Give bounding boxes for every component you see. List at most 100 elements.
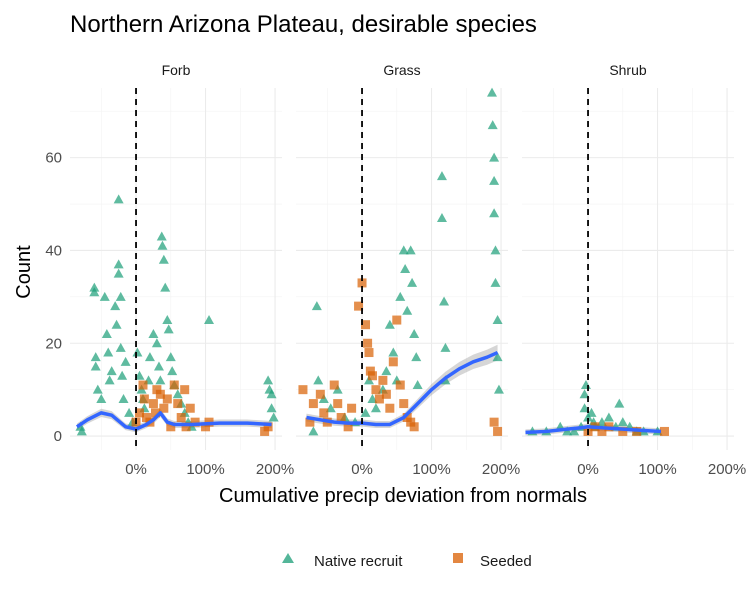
point-native-recruit xyxy=(381,366,392,376)
legend-key-seeded xyxy=(453,553,463,563)
x-tick-label: 200% xyxy=(256,461,294,478)
point-native-recruit xyxy=(388,347,399,357)
point-seeded xyxy=(260,426,270,436)
facet-label-grass: Grass xyxy=(383,62,420,78)
point-native-recruit xyxy=(104,375,115,385)
point-seeded xyxy=(343,422,353,432)
point-native-recruit xyxy=(96,393,107,403)
point-native-recruit xyxy=(120,356,131,366)
point-native-recruit xyxy=(92,384,103,394)
point-seeded xyxy=(329,380,339,390)
point-native-recruit xyxy=(360,407,371,417)
point-seeded xyxy=(361,320,371,330)
point-native-recruit xyxy=(157,240,168,250)
point-native-recruit xyxy=(440,342,451,352)
point-native-recruit xyxy=(489,175,500,185)
point-native-recruit xyxy=(405,245,416,255)
point-seeded xyxy=(597,426,607,436)
y-tick-label: 0 xyxy=(54,428,62,445)
y-tick-label: 40 xyxy=(45,242,62,259)
point-seeded xyxy=(148,399,158,409)
point-seeded xyxy=(166,422,176,432)
point-seeded xyxy=(180,385,190,395)
point-native-recruit xyxy=(266,389,277,399)
point-native-recruit xyxy=(409,328,420,338)
point-native-recruit xyxy=(583,412,594,422)
point-seeded xyxy=(176,413,186,423)
point-native-recruit xyxy=(115,291,126,301)
point-seeded xyxy=(354,301,364,311)
point-native-recruit xyxy=(398,245,409,255)
point-native-recruit xyxy=(113,259,124,269)
point-native-recruit xyxy=(204,315,215,325)
point-seeded xyxy=(409,422,419,432)
point-native-recruit xyxy=(569,426,580,436)
facet-forb: Forb 0% 100% 200% xyxy=(70,62,294,478)
point-native-recruit xyxy=(162,315,173,325)
point-native-recruit xyxy=(439,296,450,306)
x-tick-label: 0% xyxy=(577,461,599,478)
point-seeded xyxy=(159,403,169,413)
point-seeded xyxy=(201,422,211,432)
point-seeded xyxy=(367,371,377,381)
y-tick-label: 20 xyxy=(45,335,62,352)
point-seeded xyxy=(493,426,503,436)
point-seeded xyxy=(336,413,346,423)
point-seeded xyxy=(141,413,151,423)
point-seeded xyxy=(190,417,200,427)
point-native-recruit xyxy=(106,366,117,376)
chart-title: Northern Arizona Plateau, desirable spec… xyxy=(70,11,537,38)
point-native-recruit xyxy=(113,194,124,204)
point-seeded xyxy=(155,389,165,399)
point-seeded xyxy=(365,366,375,376)
point-native-recruit xyxy=(579,389,590,399)
x-tick-label: 0% xyxy=(125,461,147,478)
legend-label-native-recruit: Native recruit xyxy=(314,553,403,570)
facet-shrub: Shrub 0% 100% 200% xyxy=(522,62,746,478)
point-native-recruit xyxy=(101,328,112,338)
point-native-recruit xyxy=(384,319,395,329)
point-seeded xyxy=(315,389,325,399)
point-native-recruit xyxy=(156,231,167,241)
point-native-recruit xyxy=(614,398,625,408)
point-native-recruit xyxy=(436,171,447,181)
point-native-recruit xyxy=(124,407,135,417)
point-seeded xyxy=(357,278,367,288)
point-seeded xyxy=(319,408,329,418)
point-native-recruit xyxy=(165,352,176,362)
point-native-recruit xyxy=(487,120,498,130)
point-seeded xyxy=(138,380,148,390)
point-native-recruit xyxy=(562,426,573,436)
point-native-recruit xyxy=(586,407,597,417)
point-native-recruit xyxy=(113,268,124,278)
point-native-recruit xyxy=(172,389,183,399)
point-native-recruit xyxy=(167,366,178,376)
smooth-line xyxy=(75,411,272,431)
point-native-recruit xyxy=(89,287,100,297)
point-seeded xyxy=(395,380,405,390)
point-seeded xyxy=(385,403,395,413)
point-seeded xyxy=(173,399,183,409)
point-native-recruit xyxy=(132,347,143,357)
point-native-recruit xyxy=(148,328,159,338)
smooth-line xyxy=(525,425,662,435)
y-tick-label: 60 xyxy=(45,150,62,167)
point-native-recruit xyxy=(603,412,614,422)
point-native-recruit xyxy=(308,426,319,436)
point-seeded xyxy=(150,408,160,418)
point-native-recruit xyxy=(90,352,101,362)
point-native-recruit xyxy=(103,347,114,357)
legend-key-native-recruit xyxy=(282,553,294,563)
point-seeded xyxy=(406,417,416,427)
point-native-recruit xyxy=(580,380,591,390)
point-native-recruit xyxy=(111,319,122,329)
point-native-recruit xyxy=(492,352,503,362)
point-seeded xyxy=(135,408,145,418)
point-seeded xyxy=(139,394,149,404)
point-native-recruit xyxy=(263,375,274,385)
point-native-recruit xyxy=(489,208,500,218)
point-native-recruit xyxy=(155,375,166,385)
point-seeded xyxy=(169,380,179,390)
point-native-recruit xyxy=(144,352,155,362)
